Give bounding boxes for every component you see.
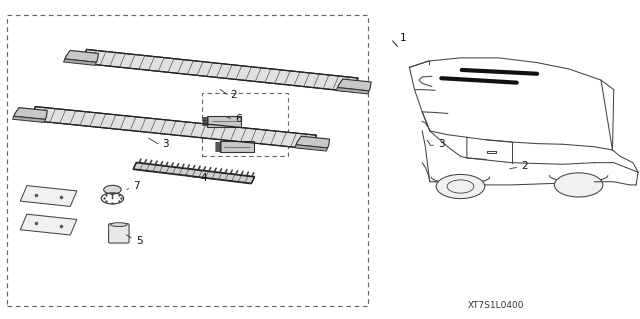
FancyBboxPatch shape: [207, 116, 241, 127]
Polygon shape: [81, 49, 358, 92]
Text: 2: 2: [521, 161, 527, 171]
Bar: [7, 15, 368, 306]
FancyBboxPatch shape: [220, 141, 254, 152]
Polygon shape: [13, 116, 45, 122]
Text: 6: 6: [235, 114, 241, 124]
Circle shape: [436, 174, 484, 198]
Polygon shape: [30, 107, 316, 149]
Polygon shape: [20, 186, 77, 206]
Polygon shape: [63, 59, 97, 65]
Bar: [202, 93, 288, 156]
Text: 3: 3: [438, 139, 445, 149]
Text: 7: 7: [133, 181, 140, 191]
Circle shape: [104, 185, 121, 194]
Polygon shape: [336, 87, 369, 94]
Polygon shape: [133, 162, 255, 184]
Polygon shape: [65, 50, 99, 62]
Ellipse shape: [111, 223, 127, 226]
Text: 2: 2: [230, 90, 237, 100]
Text: 3: 3: [162, 139, 169, 149]
Polygon shape: [133, 163, 255, 183]
Polygon shape: [296, 136, 330, 148]
Circle shape: [554, 173, 603, 197]
Text: 5: 5: [136, 236, 143, 246]
Text: 1: 1: [400, 33, 406, 43]
Polygon shape: [14, 108, 47, 119]
Text: 4: 4: [200, 173, 207, 182]
Polygon shape: [295, 145, 328, 151]
Polygon shape: [20, 214, 77, 235]
FancyBboxPatch shape: [109, 224, 129, 243]
Polygon shape: [337, 79, 371, 91]
Text: XT7S1L0400: XT7S1L0400: [467, 301, 524, 310]
